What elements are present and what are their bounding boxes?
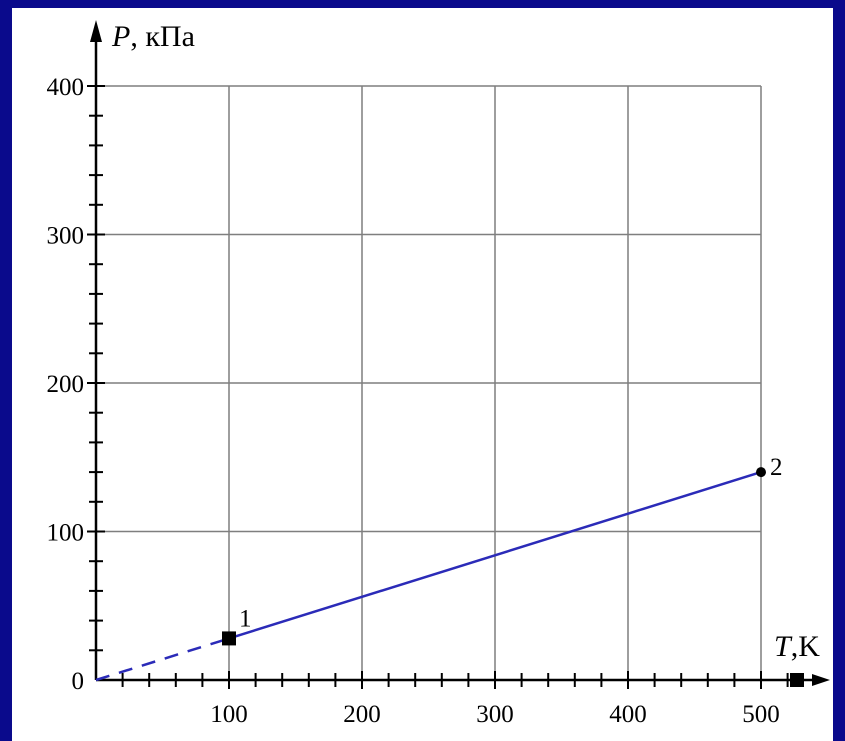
data-point-1 xyxy=(222,631,236,646)
data-points: 12 xyxy=(222,454,804,687)
y-tick-labels: 0 100 200 300 400 xyxy=(47,74,85,695)
x-axis-end-marker xyxy=(790,673,804,687)
y-axis-var: P xyxy=(111,20,130,53)
y-tick-label: 100 xyxy=(47,520,85,547)
y-axis-label: P, кПа xyxy=(111,20,195,53)
axes xyxy=(90,20,830,686)
data-point-2-label: 2 xyxy=(770,454,783,481)
y-axis-unit: , кПа xyxy=(130,20,195,53)
x-axis-label: T,K xyxy=(774,630,820,663)
data-point-1-label: 1 xyxy=(239,605,252,632)
x-axis-unit: ,K xyxy=(791,630,821,663)
series-line xyxy=(228,470,762,640)
x-tick-label: 100 xyxy=(210,701,248,728)
y-tick-label: 200 xyxy=(47,371,85,398)
y-tick-label: 300 xyxy=(47,223,85,250)
x-tick-labels: 100 200 300 400 500 xyxy=(210,701,780,728)
data-lines xyxy=(95,470,762,682)
data-point-2 xyxy=(756,467,766,478)
grid xyxy=(96,85,762,680)
minor-ticks xyxy=(87,85,789,689)
x-tick-label: 500 xyxy=(742,701,780,728)
y-tick-label: 400 xyxy=(47,74,85,101)
x-axis-var: T xyxy=(774,630,793,663)
extrapolation-dashed-line xyxy=(95,637,230,682)
x-axis-arrow xyxy=(812,674,830,686)
y-tick-label: 0 xyxy=(72,668,85,695)
y-axis-arrow xyxy=(90,20,102,42)
x-tick-label: 300 xyxy=(476,701,514,728)
x-tick-label: 200 xyxy=(343,701,381,728)
x-tick-label: 400 xyxy=(609,701,647,728)
